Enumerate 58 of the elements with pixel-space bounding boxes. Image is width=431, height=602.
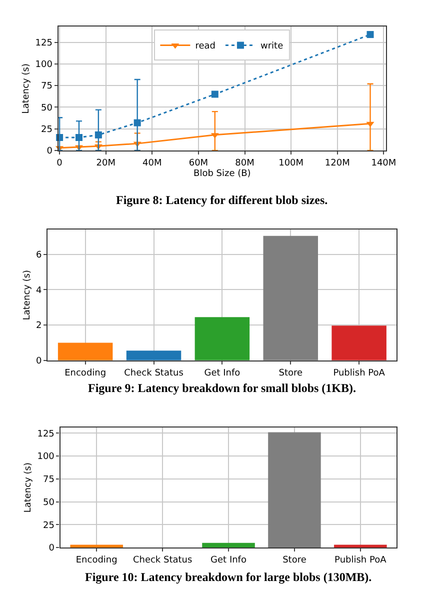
bar xyxy=(263,236,318,360)
x-tick-label: Get Info xyxy=(210,555,247,566)
point xyxy=(211,90,218,98)
y-tick-label: 125 xyxy=(37,429,54,440)
x-tick-label: 140M xyxy=(371,158,396,168)
x-tick-label: Encoding xyxy=(76,555,118,566)
point xyxy=(366,122,374,128)
bar xyxy=(194,317,250,360)
y-tick-label: 25 xyxy=(42,520,54,531)
x-tick-label: Get Info xyxy=(204,368,241,378)
legend-label: write xyxy=(260,42,284,52)
x-tick-label: 80M xyxy=(235,158,254,168)
x-tick-label: 120M xyxy=(324,158,350,168)
bar xyxy=(334,544,387,548)
y-tick-label: 0 xyxy=(46,146,53,157)
point xyxy=(75,134,82,141)
y-axis-title: Latency (s) xyxy=(24,462,34,513)
x-tick-label: Check Status xyxy=(124,368,184,378)
x-tick-label: 20M xyxy=(96,158,116,168)
text: Figure 8: Latency for different blob sizes. xyxy=(116,193,328,207)
x-tick-label: Store xyxy=(278,368,303,378)
y-tick-label: 100 xyxy=(37,452,55,462)
x-tick-label: Check Status xyxy=(132,555,192,566)
x-tick-label: Publish PoA xyxy=(333,368,386,378)
y-tick-label: 0 xyxy=(48,544,55,554)
y-tick-label: 0 xyxy=(36,356,42,367)
x-tick-label: Publish PoA xyxy=(334,555,388,566)
y-tick-label: 100 xyxy=(35,60,53,70)
point xyxy=(94,131,102,138)
bar xyxy=(70,544,123,548)
y-tick-label: 6 xyxy=(36,250,42,261)
y-axis-title: Latency (s) xyxy=(22,64,32,114)
legend-label: read xyxy=(195,42,216,52)
y-tick-label: 2 xyxy=(36,321,42,332)
x-tick-label: Store xyxy=(282,555,307,566)
y-tick-label: 25 xyxy=(41,125,52,135)
text: Figure 9: Latency breakdown for small blobs (1KB). xyxy=(88,381,356,395)
x-axis-title: Blob Size (B) xyxy=(194,169,251,180)
x-tick-label: 100M xyxy=(278,158,304,168)
bar xyxy=(332,326,386,360)
x-tick-label: 0 xyxy=(56,158,63,168)
y-tick-label: 4 xyxy=(36,286,42,296)
point xyxy=(134,119,141,126)
bar xyxy=(58,342,113,360)
y-tick-label: 75 xyxy=(42,475,54,486)
y-axis-title: Latency (s) xyxy=(22,270,32,320)
bar xyxy=(126,350,182,360)
bar xyxy=(268,432,321,548)
bar xyxy=(202,542,255,548)
x-tick-label: Encoding xyxy=(64,368,106,378)
y-tick-label: 75 xyxy=(41,82,52,92)
point xyxy=(366,31,374,38)
y-tick-label: 50 xyxy=(41,103,53,114)
y-tick-label: 50 xyxy=(42,498,55,508)
x-tick-label: 60M xyxy=(188,158,208,168)
y-tick-label: 125 xyxy=(35,38,52,48)
x-tick-label: 40M xyxy=(142,158,162,168)
text: Figure 10: Latency breakdown for large blobs (130MB). xyxy=(85,570,372,584)
